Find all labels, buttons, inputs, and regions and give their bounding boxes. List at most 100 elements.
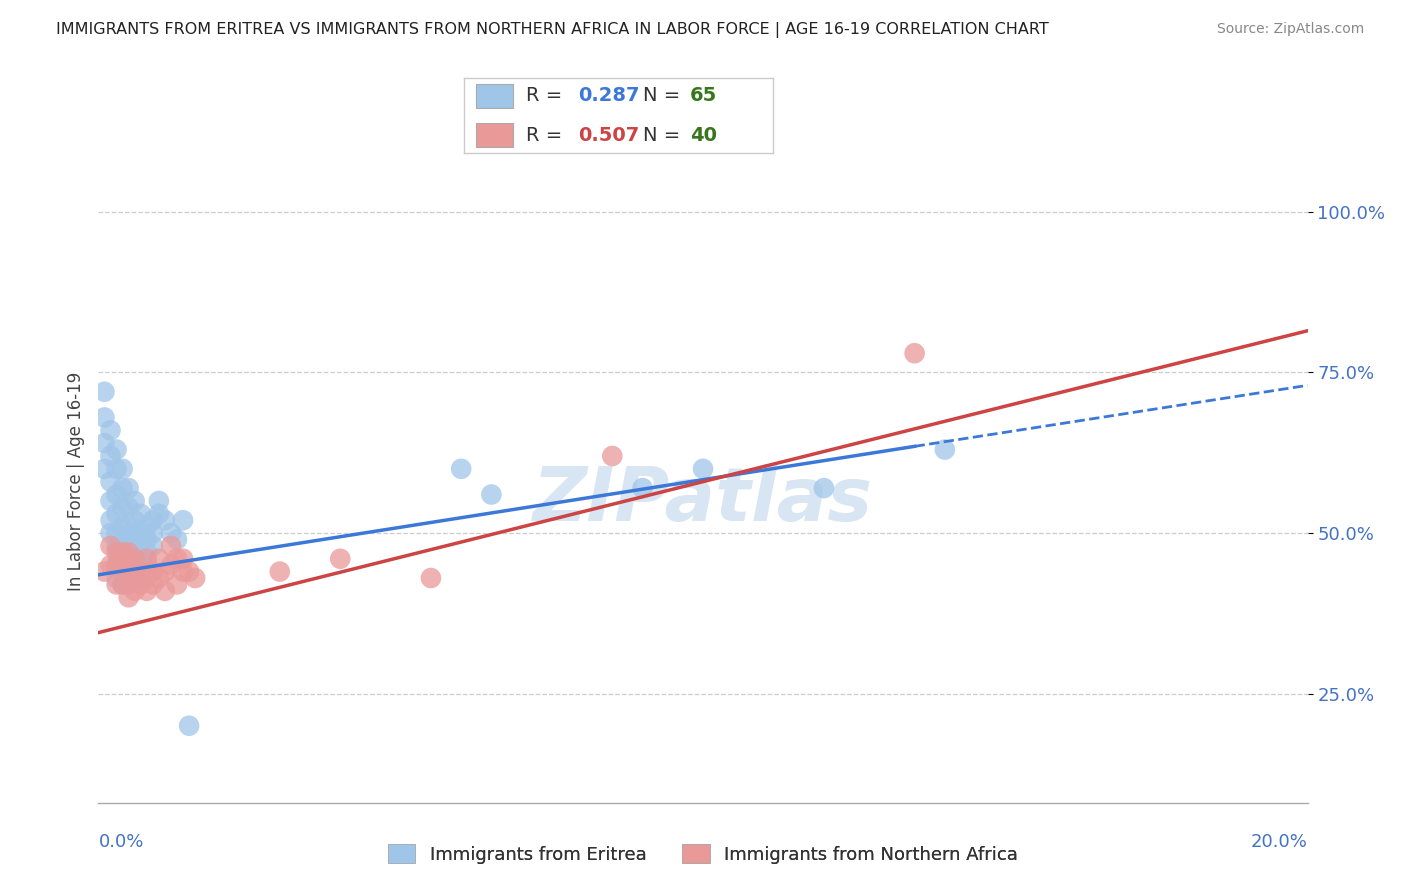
Text: ZIPatlas: ZIPatlas — [533, 465, 873, 538]
Point — [135, 565, 157, 579]
Point — [111, 519, 134, 533]
Point — [118, 551, 141, 566]
Point — [135, 519, 157, 533]
Point — [129, 565, 152, 579]
Point — [160, 558, 183, 573]
Text: IMMIGRANTS FROM ERITREA VS IMMIGRANTS FROM NORTHERN AFRICA IN LABOR FORCE | AGE : IMMIGRANTS FROM ERITREA VS IMMIGRANTS FR… — [56, 22, 1049, 38]
Point — [934, 442, 956, 457]
Point — [111, 577, 134, 591]
Point — [135, 571, 157, 585]
Point — [166, 551, 188, 566]
Point — [124, 494, 146, 508]
Point — [118, 545, 141, 559]
Point — [100, 449, 122, 463]
Point — [160, 526, 183, 541]
Point — [631, 481, 654, 495]
Point — [148, 494, 170, 508]
Point — [166, 533, 188, 547]
Text: 65: 65 — [690, 87, 717, 105]
Point — [111, 539, 134, 553]
Point — [129, 539, 152, 553]
Point — [142, 539, 165, 553]
Point — [100, 475, 122, 489]
Point — [450, 462, 472, 476]
Point — [269, 565, 291, 579]
Text: 0.0%: 0.0% — [98, 833, 143, 851]
Point — [166, 577, 188, 591]
Point — [135, 583, 157, 598]
Text: 0.507: 0.507 — [578, 126, 640, 145]
Point — [111, 558, 134, 573]
Point — [153, 513, 176, 527]
Point — [177, 719, 201, 733]
Point — [111, 577, 134, 591]
Text: N =: N = — [644, 126, 688, 145]
Point — [105, 577, 128, 591]
Point — [118, 565, 141, 579]
Text: Source: ZipAtlas.com: Source: ZipAtlas.com — [1216, 22, 1364, 37]
Point — [129, 526, 152, 541]
Text: 20.0%: 20.0% — [1251, 833, 1308, 851]
Point — [100, 539, 122, 553]
Point — [118, 577, 141, 591]
Point — [93, 436, 115, 450]
Point — [153, 565, 176, 579]
Point — [148, 507, 170, 521]
Point — [111, 481, 134, 495]
FancyBboxPatch shape — [477, 84, 513, 108]
Point — [135, 533, 157, 547]
Point — [118, 500, 141, 515]
Point — [105, 558, 128, 573]
Point — [148, 551, 170, 566]
Point — [100, 526, 122, 541]
Point — [105, 442, 128, 457]
Point — [105, 539, 128, 553]
Point — [100, 513, 122, 527]
Point — [124, 513, 146, 527]
Point — [135, 545, 157, 559]
Point — [111, 551, 134, 566]
Point — [142, 577, 165, 591]
Point — [813, 481, 835, 495]
Point — [124, 571, 146, 585]
Legend: Immigrants from Eritrea, Immigrants from Northern Africa: Immigrants from Eritrea, Immigrants from… — [381, 837, 1025, 871]
Point — [172, 513, 194, 527]
Point — [93, 384, 115, 399]
Point — [124, 539, 146, 553]
Point — [124, 583, 146, 598]
Point — [105, 462, 128, 476]
Point — [118, 558, 141, 573]
Y-axis label: In Labor Force | Age 16-19: In Labor Force | Age 16-19 — [66, 372, 84, 591]
Point — [124, 565, 146, 579]
Point — [93, 462, 115, 476]
Text: 40: 40 — [690, 126, 717, 145]
Point — [124, 526, 146, 541]
Point — [135, 558, 157, 573]
Point — [105, 545, 128, 559]
Point — [419, 571, 441, 585]
Point — [105, 507, 128, 521]
Point — [160, 539, 183, 553]
Point — [93, 410, 115, 425]
Point — [105, 558, 128, 573]
Point — [904, 346, 927, 360]
Text: 0.287: 0.287 — [578, 87, 640, 105]
Point — [602, 449, 624, 463]
Point — [142, 513, 165, 527]
Point — [692, 462, 714, 476]
Point — [129, 565, 152, 579]
Point — [111, 462, 134, 476]
Point — [153, 583, 176, 598]
Point — [100, 494, 122, 508]
Point — [135, 551, 157, 566]
Point — [124, 558, 146, 573]
Text: R =: R = — [526, 87, 568, 105]
Point — [142, 565, 165, 579]
Point — [111, 565, 134, 579]
Point — [105, 487, 128, 501]
Point — [124, 551, 146, 566]
Point — [142, 526, 165, 541]
Point — [118, 481, 141, 495]
Point — [172, 551, 194, 566]
Point — [329, 551, 352, 566]
